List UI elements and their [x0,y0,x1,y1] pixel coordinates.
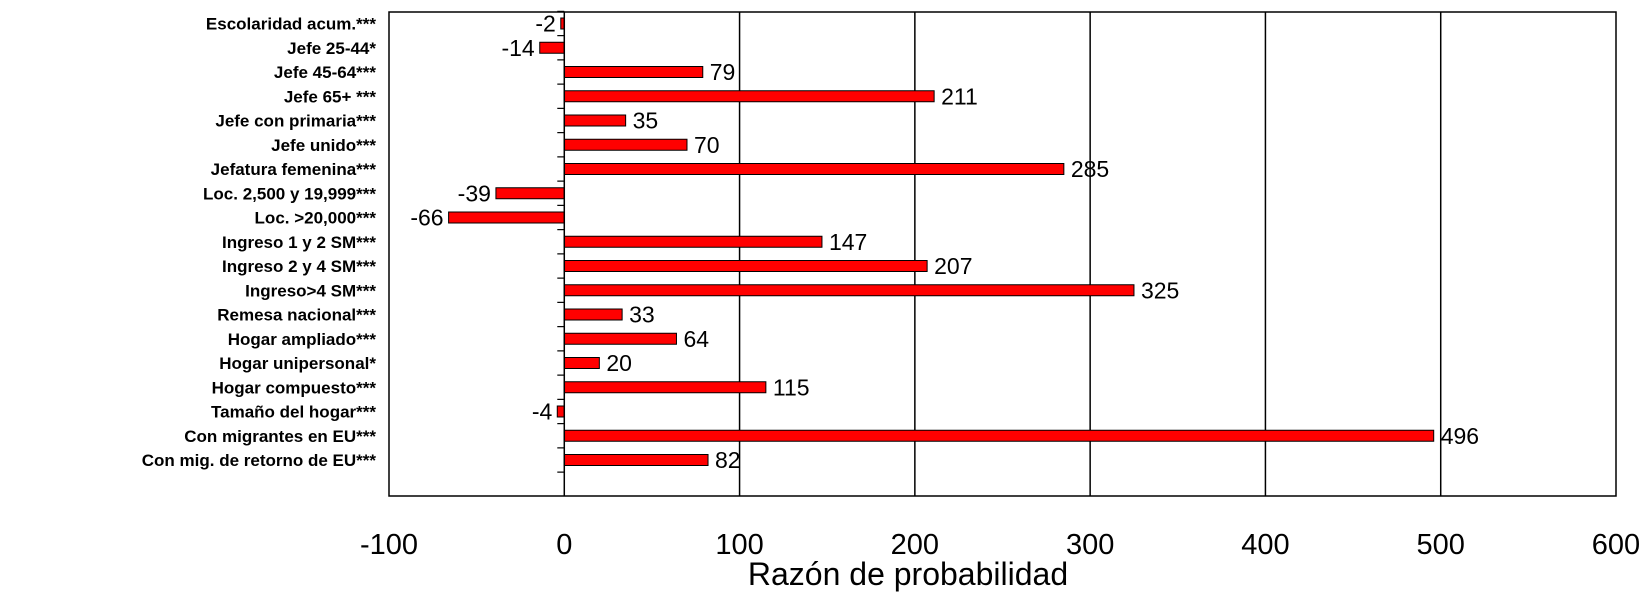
data-label: -66 [410,205,443,231]
category-label: Ingreso 2 y 4 SM*** [222,257,376,276]
x-tick-label: 500 [1417,529,1465,561]
x-tick-label: 400 [1241,529,1289,561]
x-tick-labels: -100 0 100 200 300 400 500 600 [360,529,1640,561]
category-label: Tamaño del hogar*** [211,403,376,422]
bar [563,357,600,369]
data-label: 79 [710,59,736,85]
bar [563,381,767,394]
category-label: Escolaridad acum.*** [206,15,376,34]
bar [563,308,623,321]
bar [448,211,565,224]
bar [563,114,627,127]
bar [563,332,677,345]
category-label: Loc. >20,000*** [255,209,377,228]
bar [495,187,565,200]
data-label: 211 [941,83,978,109]
category-label: Remesa nacional*** [217,306,376,325]
bar [563,284,1135,297]
data-label: -2 [535,11,555,37]
category-label: Loc. 2,500 y 19,999*** [203,184,376,203]
x-axis-title: Razón de probabilidad [748,556,1068,592]
data-label: -14 [501,35,534,61]
category-label: Con mig. de retorno de EU*** [142,451,377,470]
data-label: 115 [773,374,810,400]
data-label: 33 [629,302,655,328]
data-label: 147 [829,229,867,255]
data-label: 70 [694,132,720,158]
bar [563,66,704,78]
category-label: Jefe 45-64*** [274,63,376,82]
bar [539,41,565,54]
bar [563,454,709,466]
x-tick-label: 300 [1066,529,1114,561]
category-label: Jefe con primaria*** [215,112,376,131]
bar [563,163,1065,175]
bar [563,235,823,248]
category-label: Jefe 25-44* [287,39,376,58]
data-label: 325 [1141,277,1179,303]
x-tick-label: 0 [556,529,572,561]
category-label: Hogar compuesto*** [212,378,377,397]
zero-axis [557,10,566,496]
data-label: -39 [458,180,491,206]
bar [563,429,1435,442]
bar [556,405,565,418]
data-label: 20 [606,350,632,376]
category-label: Hogar unipersonal* [219,354,376,373]
data-label: -4 [532,399,553,425]
category-label: Hogar ampliado*** [228,330,377,349]
category-label: Jefatura femenina*** [211,160,377,179]
category-labels: Escolaridad acum.*** Jefe 25-44* Jefe 45-6… [142,15,377,471]
bar [563,90,935,103]
data-label: 496 [1441,423,1479,449]
data-label: 285 [1071,156,1109,182]
category-label: Ingreso 1 y 2 SM*** [222,233,376,252]
bar [563,260,928,272]
category-label: Ingreso>4 SM*** [245,281,376,300]
x-tick-label: 200 [891,529,939,561]
x-tick-label: -100 [360,529,418,561]
category-label: Jefe 65+ *** [284,87,377,106]
x-tick-label: 100 [715,529,763,561]
data-label: 35 [633,108,659,134]
category-label: Con migrantes en EU*** [184,427,376,446]
plot-area [388,11,1617,497]
x-tick-label: 600 [1592,529,1640,561]
data-label: 64 [683,326,709,352]
bar [563,138,688,151]
bars [448,17,1435,466]
data-label: 207 [934,253,972,279]
value-labels: -2-14 79 211 35 70 285 -39 -66 147 207 325 33 64 20 11… [410,11,1479,474]
category-label: Jefe unido*** [271,136,376,155]
data-label: 82 [715,447,741,473]
